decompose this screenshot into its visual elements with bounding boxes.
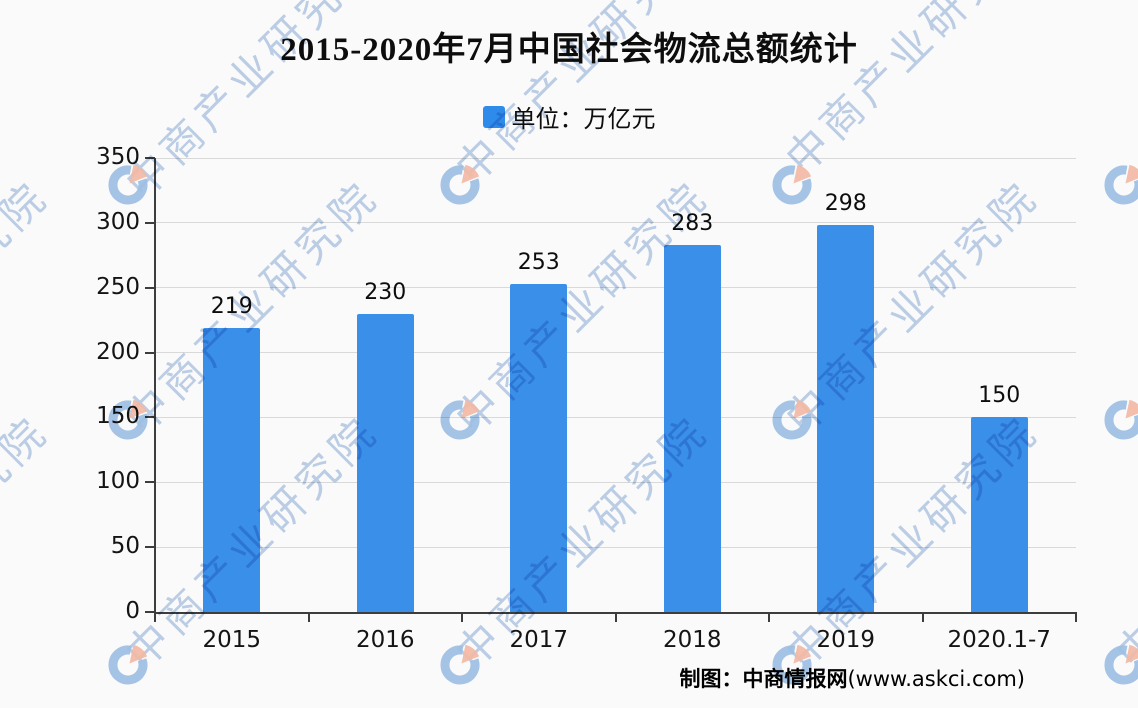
- y-axis-label: 150: [96, 403, 140, 430]
- bar-value-label: 219: [210, 293, 253, 319]
- y-axis-tick: [145, 286, 155, 289]
- gridline: [155, 157, 1076, 159]
- y-axis-tick: [145, 351, 155, 354]
- bar-value-label: 150: [978, 383, 1021, 409]
- chart-title: 2015-2020年7月中国社会物流总额统计: [280, 32, 858, 68]
- x-axis-tick: [1075, 614, 1077, 622]
- x-axis-label: 2016: [355, 627, 415, 653]
- y-axis-tick: [145, 611, 155, 613]
- y-axis-label: 300: [96, 208, 140, 235]
- x-axis-tick: [154, 614, 156, 622]
- x-axis-tick: [307, 614, 310, 622]
- x-axis-tick: [461, 614, 463, 622]
- y-axis-label: 50: [110, 533, 140, 560]
- legend: 单位：万亿元: [0, 99, 1138, 134]
- x-axis-label: 2020.1-7: [947, 627, 1051, 653]
- x-axis-tick: [921, 614, 924, 622]
- x-axis-tick: [768, 614, 770, 622]
- gridline: [155, 352, 1076, 354]
- y-axis-line: [154, 158, 156, 612]
- x-axis-tick: [614, 614, 617, 622]
- credit-caption-text: 制图：中商情报网: [679, 667, 848, 691]
- x-axis-label: 2019: [816, 627, 876, 653]
- bar-value-label: 298: [824, 191, 867, 217]
- y-axis-tick: [145, 157, 155, 159]
- x-axis-line: [154, 612, 1077, 614]
- bar-2015: [203, 327, 261, 612]
- gridline: [155, 546, 1076, 548]
- legend-label: 单位：万亿元: [511, 105, 656, 133]
- legend-swatch-icon: [482, 105, 505, 128]
- y-axis-label: 0: [125, 598, 140, 624]
- bar-2018: [663, 244, 721, 612]
- bar-2019: [817, 225, 875, 612]
- bar-value-label: 253: [517, 249, 560, 275]
- x-axis-label: 2018: [662, 627, 722, 653]
- y-axis-label: 250: [96, 273, 140, 300]
- bar-value-label: 230: [364, 279, 407, 305]
- gridline: [155, 222, 1076, 224]
- bar-2020.1-7: [970, 417, 1028, 612]
- y-axis-label: 100: [96, 468, 140, 495]
- gridline: [155, 481, 1076, 483]
- y-axis-tick: [145, 416, 155, 419]
- bar-2016: [356, 313, 414, 612]
- gridline: [155, 416, 1076, 418]
- y-axis-label: 200: [96, 338, 140, 365]
- credit-caption-url: (www.askci.com): [847, 667, 1025, 691]
- y-axis-tick: [145, 481, 155, 484]
- x-axis-label: 2017: [509, 627, 569, 653]
- x-axis-label: 2015: [202, 627, 262, 653]
- bar-2017: [510, 283, 568, 612]
- y-axis-tick: [145, 221, 155, 224]
- gridline: [155, 287, 1076, 289]
- y-axis-tick: [145, 546, 155, 549]
- credit-caption: 制图：中商情报网(www.askci.com): [679, 663, 1025, 693]
- y-axis-label: 350: [96, 144, 140, 170]
- bar-value-label: 283: [671, 210, 714, 236]
